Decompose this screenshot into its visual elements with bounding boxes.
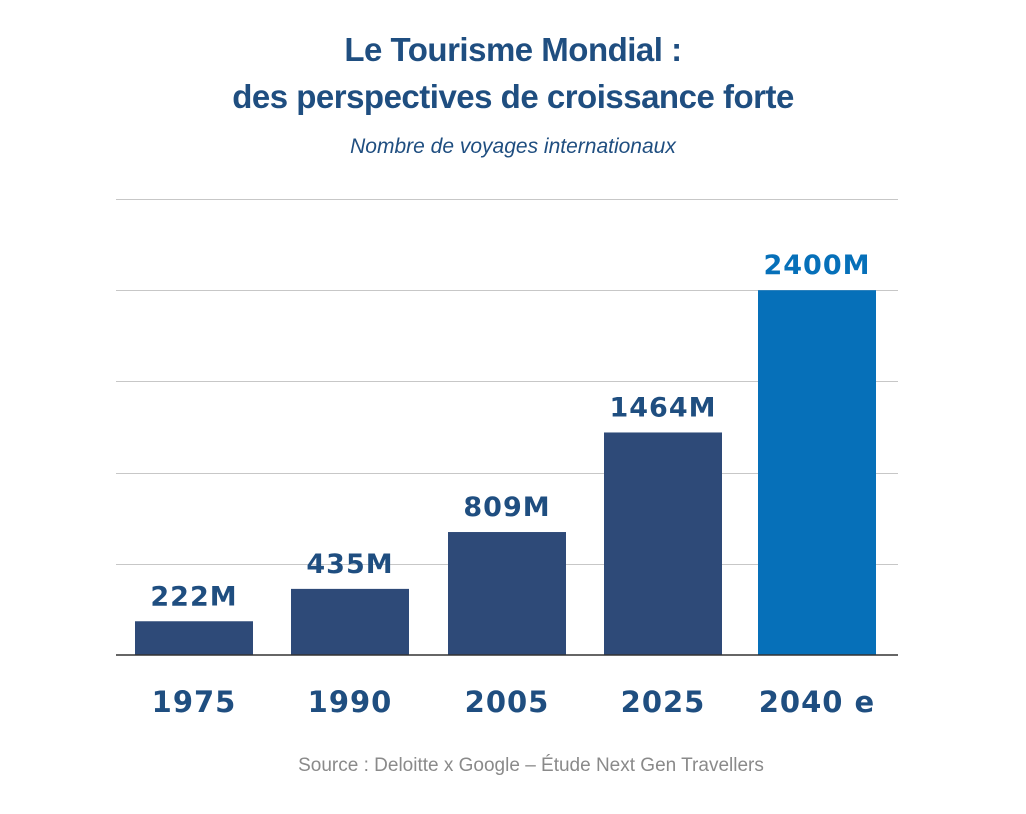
value-label: 435M	[306, 549, 393, 580]
x-tick-labels: 1975 1990 2005 2025 2040 e	[152, 685, 875, 719]
value-label: 809M	[463, 492, 550, 523]
bar-2025	[604, 432, 722, 655]
chart-subtitle: Nombre de voyages internationaux	[350, 135, 676, 158]
bar-2005	[448, 532, 566, 655]
source-note: Source : Deloitte x Google – Étude Next …	[298, 755, 764, 776]
value-label: 1464M	[609, 392, 716, 423]
x-tick-label: 1975	[152, 685, 237, 719]
x-tick-label: 2040 e	[759, 685, 875, 719]
value-label: 222M	[150, 581, 237, 612]
chart-title-line-1: Le Tourisme Mondial :	[344, 31, 682, 68]
x-tick-label: 1990	[308, 685, 393, 719]
x-tick-label: 2005	[465, 685, 550, 719]
x-tick-label: 2025	[621, 685, 706, 719]
bar-1990	[291, 588, 409, 655]
bar-1975	[135, 621, 253, 655]
bar-2040-e	[758, 290, 876, 655]
chart-title-line-2: des perspectives de croissance forte	[232, 78, 794, 115]
value-label: 2400M	[763, 250, 870, 281]
bars	[135, 290, 876, 655]
value-labels: 222M 435M 809M 1464M 2400M	[150, 250, 870, 612]
